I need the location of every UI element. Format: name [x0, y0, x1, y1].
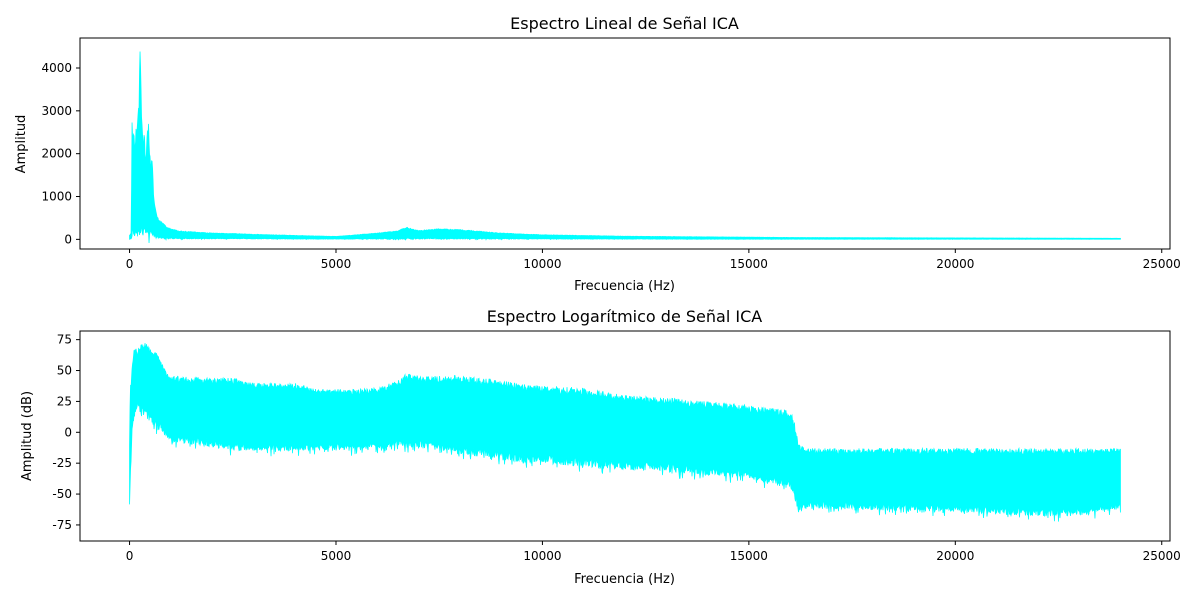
y-tick-label: -50: [52, 487, 72, 501]
axis-ticks: 0 5000 10000 15000 20000 25000 -75 -50 -25 0 25 50 7…: [52, 333, 1180, 563]
plot-frame: [79, 37, 1171, 250]
y-tick-label: 2000: [41, 147, 72, 161]
x-tick-label: 25000: [1143, 257, 1181, 271]
x-tick-label: 0: [126, 257, 134, 271]
x-axis-label: Frecuencia (Hz): [574, 572, 675, 587]
y-tick-label: 75: [57, 333, 72, 347]
y-tick-label: 4000: [41, 61, 72, 75]
x-tick-label: 15000: [730, 257, 768, 271]
y-tick-label: 25: [57, 394, 72, 408]
axis-ticks: 0 5000 10000 15000 20000 25000 0 1000 2000 3000 40…: [41, 61, 1180, 271]
y-tick-label: 0: [64, 232, 72, 246]
x-tick-label: 15000: [730, 549, 768, 563]
y-tick-label: 0: [64, 425, 72, 439]
x-tick-label: 25000: [1143, 549, 1181, 563]
y-axis-label: Amplitud: [14, 115, 29, 174]
spectrum-series: [129, 51, 1121, 243]
series-marks: [129, 343, 1121, 522]
chart-title: Espectro Lineal de Señal ICA: [510, 14, 739, 33]
x-tick-label: 5000: [321, 549, 352, 563]
y-tick-label: -25: [52, 456, 72, 470]
linear-spectrum-chart: Espectro Lineal de Señal ICA Frecuencia …: [14, 14, 1181, 294]
x-tick-label: 10000: [523, 257, 561, 271]
y-tick-label: 1000: [41, 190, 72, 204]
chart-title: Espectro Logarítmico de Señal ICA: [487, 307, 762, 326]
log-spectrum-chart: Espectro Logarítmico de Señal ICA Frecue…: [20, 307, 1181, 587]
x-tick-label: 10000: [523, 549, 561, 563]
plot-frame: [79, 330, 1171, 542]
x-axis-label: Frecuencia (Hz): [574, 279, 675, 294]
x-tick-label: 5000: [321, 257, 352, 271]
y-axis-label: Amplitud (dB): [20, 391, 35, 481]
y-tick-label: 50: [57, 364, 72, 378]
spectrum-series: [129, 343, 1121, 522]
series-marks: [129, 51, 1121, 243]
x-tick-label: 0: [126, 549, 134, 563]
x-tick-label: 20000: [936, 257, 974, 271]
y-tick-label: -75: [52, 518, 72, 532]
x-tick-label: 20000: [936, 549, 974, 563]
y-tick-label: 3000: [41, 104, 72, 118]
